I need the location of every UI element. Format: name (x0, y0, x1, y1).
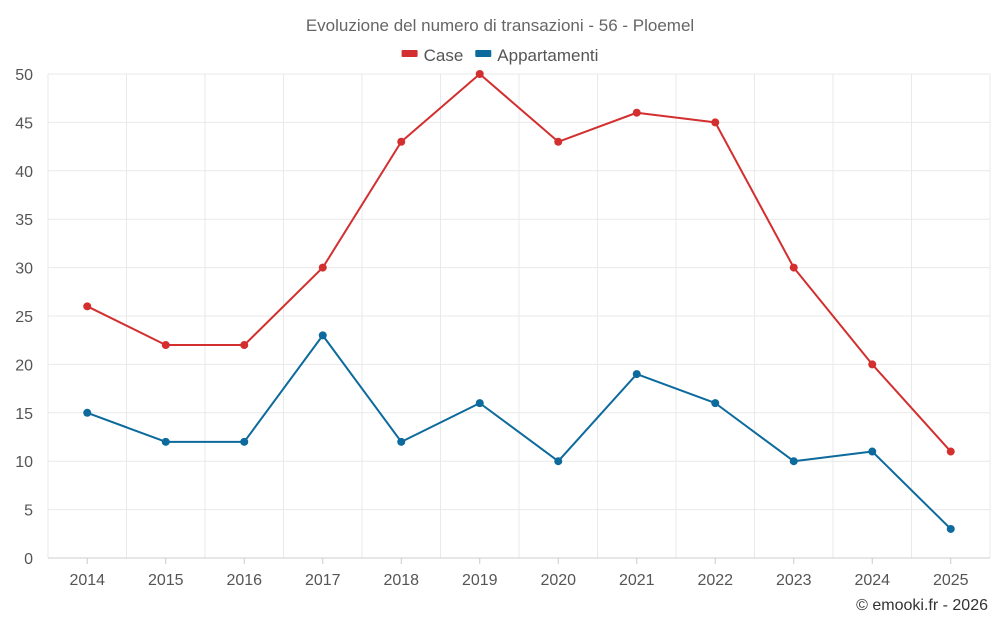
legend-swatch (401, 50, 418, 57)
data-point-appartamenti[interactable] (711, 399, 720, 408)
x-tick-label: 2019 (462, 572, 498, 589)
data-point-appartamenti[interactable] (946, 524, 955, 533)
data-point-appartamenti[interactable] (240, 437, 249, 446)
y-tick-label: 10 (15, 454, 33, 471)
footer-credit: © emooki.fr - 2026 (856, 597, 988, 614)
y-tick-label: 25 (15, 309, 33, 326)
x-tick-label: 2017 (305, 572, 341, 589)
grid (47, 73, 991, 558)
data-point-appartamenti[interactable] (632, 370, 641, 379)
y-tick-label: 50 (15, 67, 33, 84)
data-point-appartamenti[interactable] (554, 457, 563, 466)
y-tick-label: 30 (15, 261, 33, 278)
data-point-case[interactable] (83, 302, 92, 311)
x-tick-label: 2016 (226, 572, 262, 589)
x-tick-label: 2021 (619, 572, 655, 589)
x-tick-label: 2024 (854, 572, 890, 589)
legend-item-appartamenti[interactable]: Appartamenti (475, 46, 598, 65)
data-point-case[interactable] (711, 118, 720, 127)
data-point-appartamenti[interactable] (789, 457, 798, 466)
x-tick-label: 2025 (933, 572, 969, 589)
legend-swatch (475, 50, 492, 57)
y-tick-label: 20 (15, 357, 33, 374)
data-point-appartamenti[interactable] (161, 437, 170, 446)
data-point-case[interactable] (161, 341, 170, 350)
data-point-case[interactable] (554, 137, 563, 146)
x-tick-label: 2020 (540, 572, 576, 589)
data-point-case[interactable] (318, 263, 327, 272)
data-point-case[interactable] (946, 447, 955, 456)
legend-label: Case (424, 46, 464, 65)
x-tick-label: 2023 (776, 572, 812, 589)
series-group (83, 70, 955, 533)
chart-title: Evoluzione del numero di transazioni - 5… (306, 16, 694, 35)
legend[interactable]: Case Appartamenti (401, 46, 599, 65)
data-point-case[interactable] (868, 360, 877, 369)
data-point-appartamenti[interactable] (475, 399, 484, 408)
series-case (83, 70, 955, 456)
legend-item-case[interactable]: Case (401, 46, 464, 65)
data-point-case[interactable] (789, 263, 798, 272)
y-tick-label: 35 (15, 212, 33, 229)
data-point-appartamenti[interactable] (868, 447, 877, 456)
data-point-appartamenti[interactable] (397, 437, 406, 446)
y-tick-label: 0 (24, 551, 33, 568)
x-tick-label: 2022 (697, 572, 733, 589)
x-tick-label: 2014 (69, 572, 105, 589)
x-tick-label: 2018 (383, 572, 419, 589)
data-point-case[interactable] (475, 70, 484, 78)
y-tick-label: 15 (15, 406, 33, 423)
x-tick-label: 2015 (148, 572, 184, 589)
y-tick-label: 5 (24, 503, 33, 520)
series-line-case (86, 73, 952, 453)
data-point-appartamenti[interactable] (83, 408, 92, 417)
y-tick-label: 45 (15, 115, 33, 132)
legend-label: Appartamenti (497, 46, 598, 65)
y-tick-label: 40 (15, 164, 33, 181)
data-point-appartamenti[interactable] (318, 331, 327, 340)
series-line-appartamenti (86, 334, 952, 530)
data-point-case[interactable] (397, 137, 406, 146)
data-point-case[interactable] (632, 108, 641, 117)
data-point-case[interactable] (240, 341, 249, 350)
series-appartamenti (83, 331, 955, 533)
